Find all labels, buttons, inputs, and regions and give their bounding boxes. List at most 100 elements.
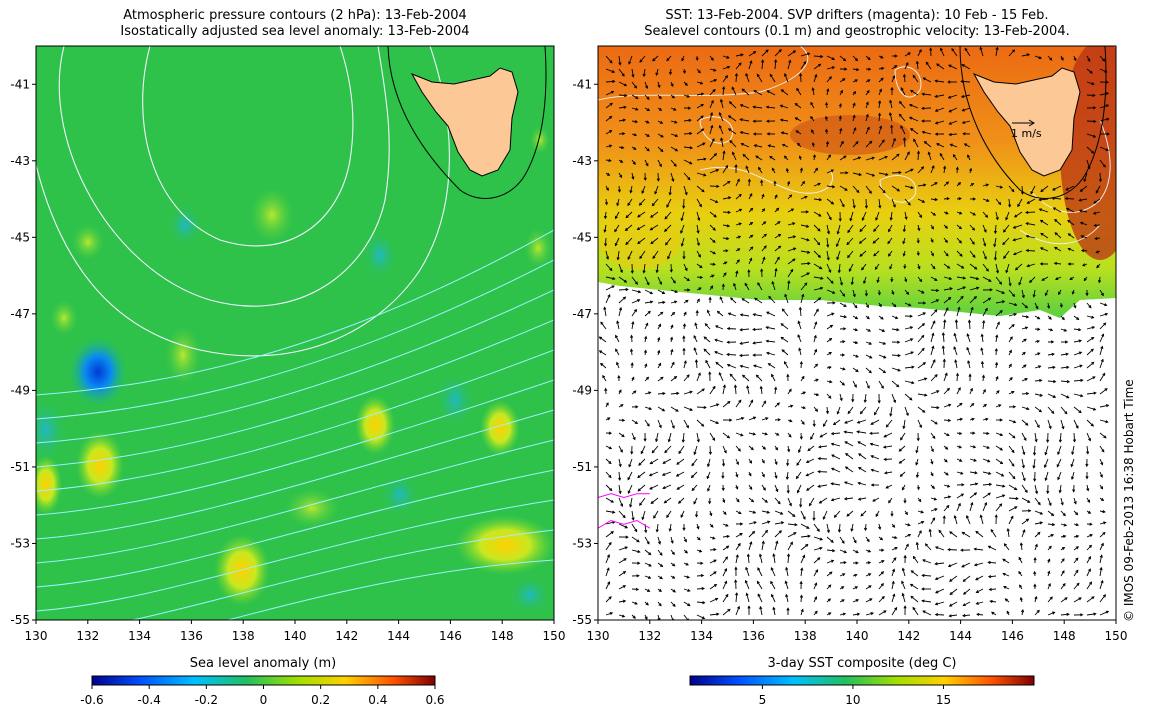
velocity-arrowhead [866, 538, 870, 543]
velocity-vector [1099, 322, 1106, 330]
velocity-arrowhead [700, 92, 705, 96]
velocity-arrowhead [715, 597, 719, 601]
velocity-arrowhead [832, 301, 836, 305]
velocity-arrowhead [1102, 594, 1106, 598]
velocity-vector [922, 610, 932, 616]
velocity-vector [917, 198, 925, 203]
velocity-vector [954, 333, 958, 343]
velocity-vector [943, 276, 952, 280]
velocity-arrowhead [1075, 523, 1080, 527]
velocity-vector [994, 224, 997, 234]
velocity-vector [780, 119, 789, 122]
velocity-arrowhead [770, 580, 774, 584]
velocity-arrowhead [1069, 277, 1073, 281]
velocity-arrowhead [995, 270, 1000, 274]
velocity-arrowhead [618, 62, 622, 66]
velocity-arrowhead [858, 453, 862, 457]
velocity-arrowhead [609, 130, 613, 134]
velocity-arrowhead [695, 57, 699, 61]
velocity-vector [696, 406, 706, 409]
velocity-vector [930, 406, 939, 409]
velocity-vector [631, 276, 638, 285]
velocity-vector [605, 294, 611, 304]
velocity-arrowhead [1012, 405, 1017, 409]
velocity-arrowhead [703, 336, 707, 340]
velocity-vector [625, 237, 633, 245]
velocity-arrowhead [794, 523, 798, 527]
velocity-vector [839, 393, 843, 401]
velocity-arrowhead [830, 201, 835, 205]
velocity-arrowhead [641, 190, 645, 194]
velocity-arrowhead [983, 403, 987, 407]
velocity-arrowhead [792, 258, 796, 262]
velocity-vector [670, 133, 678, 137]
velocity-arrowhead [883, 471, 888, 475]
velocity-vector [615, 335, 620, 343]
velocity-arrowhead [1067, 247, 1071, 251]
velocity-vector [683, 360, 687, 369]
velocity-arrowhead [646, 148, 650, 152]
velocity-arrowhead [912, 606, 916, 611]
velocity-arrowhead [810, 101, 814, 106]
velocity-vector [653, 510, 659, 519]
velocity-arrowhead [1054, 232, 1058, 236]
velocity-arrowhead [1015, 496, 1019, 501]
velocity-arrowhead [847, 255, 851, 259]
velocity-vector [858, 497, 867, 500]
velocity-arrowhead [1025, 391, 1030, 396]
velocity-vector [707, 458, 711, 467]
velocity-vector [865, 612, 874, 616]
right-title-line1: SST: 13-Feb-2004. SVP drifters (magenta)… [665, 8, 1049, 23]
velocity-arrowhead [1024, 378, 1028, 381]
velocity-vector [969, 483, 978, 486]
velocity-arrowhead [985, 268, 989, 272]
velocity-arrowhead [723, 272, 727, 276]
velocity-arrowhead [960, 493, 965, 497]
velocity-arrowhead [753, 144, 758, 148]
velocity-vector [872, 497, 880, 502]
velocity-vector [799, 307, 802, 317]
velocity-arrowhead [706, 475, 710, 480]
velocity-arrowhead [869, 140, 873, 144]
velocity-arrowhead [752, 105, 756, 109]
velocity-arrowhead [1021, 465, 1025, 469]
velocity-arrowhead [646, 120, 650, 124]
velocity-arrowhead [889, 217, 893, 221]
velocity-vector [638, 458, 646, 466]
x-tick-label: 130 [25, 629, 48, 643]
velocity-vector [930, 198, 938, 201]
velocity-vector [683, 601, 691, 606]
velocity-vector [644, 289, 653, 295]
velocity-arrowhead [1003, 543, 1007, 547]
velocity-arrowhead [893, 557, 897, 561]
velocity-arrowhead [763, 400, 767, 404]
velocity-arrowhead [739, 341, 743, 345]
velocity-arrowhead [714, 338, 718, 342]
velocity-vector [826, 169, 834, 174]
velocity-arrowhead [970, 387, 973, 392]
velocity-arrowhead [609, 267, 613, 272]
velocity-vector [826, 250, 830, 260]
velocity-vector [1079, 198, 1088, 201]
velocity-arrowhead [674, 148, 679, 152]
velocity-arrowhead [727, 65, 731, 69]
velocity-arrowhead [1003, 586, 1007, 589]
velocity-vector [925, 543, 932, 551]
velocity-arrowhead [915, 541, 919, 546]
velocity-arrowhead [999, 310, 1003, 314]
velocity-arrowhead [713, 214, 717, 218]
velocity-arrowhead [916, 240, 920, 244]
velocity-vector [722, 535, 730, 538]
velocity-arrowhead [723, 450, 727, 454]
velocity-arrowhead [1033, 570, 1037, 575]
velocity-vector [870, 419, 880, 425]
velocity-arrowhead [1004, 598, 1008, 602]
velocity-arrowhead [968, 373, 972, 377]
velocity-vector [956, 387, 961, 395]
velocity-vector [683, 132, 692, 135]
velocity-arrowhead [1033, 556, 1037, 561]
velocity-vector [904, 62, 909, 70]
velocity-vector [1044, 445, 1049, 455]
velocity-vector [787, 458, 789, 466]
velocity-vector [813, 309, 819, 317]
